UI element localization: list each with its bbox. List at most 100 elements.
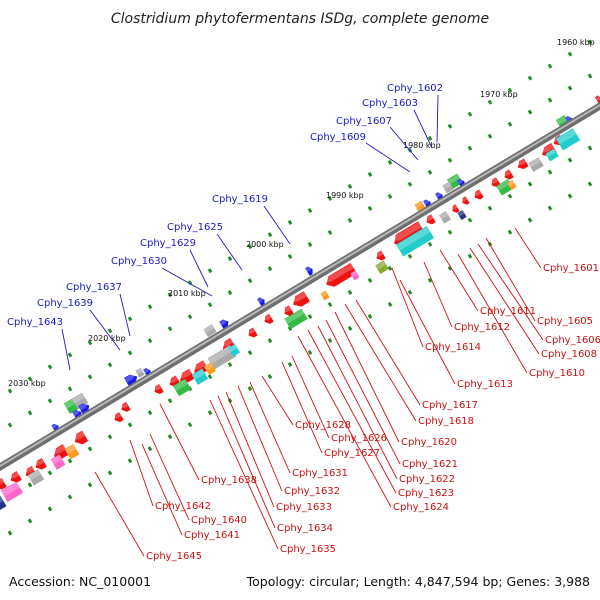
gene-highlight [320, 290, 328, 298]
gene-label-cphy-1630[interactable]: Cphy_1630 [111, 256, 167, 267]
tick-mark-32 [7, 422, 13, 428]
gene-label-cphy-1603[interactable]: Cphy_1603 [362, 98, 418, 109]
gene-highlight [496, 179, 512, 191]
gene-label-cphy-1637[interactable]: Cphy_1637 [66, 282, 122, 293]
gene-label-cphy-1613[interactable]: Cphy_1613 [457, 379, 513, 390]
gene-label-cphy-1601[interactable]: Cphy_1601 [543, 263, 599, 274]
tick-mark-65 [27, 482, 33, 488]
tick-mark-88 [487, 205, 493, 211]
gene-label-cphy-1640[interactable]: Cphy_1640 [191, 515, 247, 526]
gene-label-cphy-1608[interactable]: Cphy_1608 [541, 349, 597, 360]
gene-label-cphy-1631[interactable]: Cphy_1631 [292, 468, 348, 479]
gene-label-cphy-1606[interactable]: Cphy_1606 [545, 335, 600, 346]
gene-label-cphy-1607[interactable]: Cphy_1607 [336, 116, 392, 127]
tick-mark-79 [307, 314, 313, 319]
gene-highlight [228, 344, 238, 353]
gene-48 [247, 327, 258, 338]
gene-label-cphy-1605[interactable]: Cphy_1605 [537, 316, 593, 327]
tick-mark-78 [287, 326, 293, 331]
gene-label-cphy-1639[interactable]: Cphy_1639 [37, 298, 93, 309]
gene-58 [153, 383, 164, 394]
tick-mark-9 [167, 292, 173, 298]
gene-label-cphy-1626[interactable]: Cphy_1626 [331, 433, 387, 444]
gene-highlight [516, 158, 527, 166]
label-leader-lines [61, 94, 544, 557]
gene-highlight [442, 181, 452, 190]
gene-label-cphy-1634[interactable]: Cphy_1634 [277, 523, 333, 534]
scale-label-1980: 1980 kbp [403, 141, 441, 150]
leader-bottom-21 [225, 391, 275, 508]
genome-info-text: Topology: circular; Length: 4,847,594 bp… [246, 574, 590, 589]
gene-37 [438, 210, 452, 224]
gene-label-cphy-1619[interactable]: Cphy_1619 [212, 194, 268, 205]
gene-label-cphy-1621[interactable]: Cphy_1621 [402, 459, 458, 470]
gene-highlight [192, 360, 207, 371]
gene-body [452, 204, 460, 213]
gene-body [442, 181, 454, 194]
gene-body [305, 266, 313, 276]
gene-label-cphy-1624[interactable]: Cphy_1624 [393, 502, 449, 513]
gene-12 [135, 367, 145, 378]
gene-label-cphy-1610[interactable]: Cphy_1610 [529, 368, 585, 379]
gene-25 [545, 148, 559, 162]
gene-label-cphy-1633[interactable]: Cphy_1633 [276, 502, 332, 513]
gene-label-cphy-1622[interactable]: Cphy_1622 [399, 474, 455, 485]
gene-38 [395, 226, 435, 257]
gene-41 [324, 263, 357, 287]
gene-body [193, 360, 209, 374]
tick-mark-1 [7, 388, 13, 394]
gene-label-cphy-1620[interactable]: Cphy_1620 [401, 437, 457, 448]
scale-label-2030: 2030 kbp [8, 379, 46, 388]
gene-30 [507, 180, 517, 190]
tick-mark-28 [547, 63, 553, 69]
leader-top-6 [189, 249, 209, 288]
leader-bottom-18 [261, 375, 294, 426]
gene-label-cphy-1623[interactable]: Cphy_1623 [398, 488, 454, 499]
gene-label-cphy-1612[interactable]: Cphy_1612 [454, 322, 510, 333]
gene-body [135, 367, 145, 378]
gene-highlight [178, 369, 193, 379]
tick-mark-26 [507, 87, 513, 93]
leader-top-1 [413, 109, 433, 149]
gene-label-cphy-1609[interactable]: Cphy_1609 [310, 132, 366, 143]
gene-label-cphy-1611[interactable]: Cphy_1611 [480, 306, 536, 317]
gene-56 [191, 368, 209, 385]
gene-label-cphy-1638[interactable]: Cphy_1638 [201, 475, 257, 486]
gene-body [504, 169, 514, 180]
gene-label-cphy-1627[interactable]: Cphy_1627 [324, 448, 380, 459]
gene-label-cphy-1629[interactable]: Cphy_1629 [140, 238, 196, 249]
gene-label-cphy-1625[interactable]: Cphy_1625 [167, 222, 223, 233]
tick-mark-24 [467, 111, 473, 117]
tick-mark-67 [67, 458, 73, 464]
gene-44 [283, 305, 295, 317]
gene-label-cphy-1643[interactable]: Cphy_1643 [7, 317, 63, 328]
gene-highlight [9, 471, 20, 479]
tick-mark-83 [387, 265, 393, 271]
gene-label-cphy-1614[interactable]: Cphy_1614 [425, 342, 481, 353]
gene-label-cphy-1628[interactable]: Cphy_1628 [295, 420, 351, 431]
gene-highlight [457, 179, 464, 185]
gene-label-cphy-1642[interactable]: Cphy_1642 [155, 501, 211, 512]
tick-mark-30 [587, 39, 593, 45]
gene-body [203, 362, 217, 376]
gene-highlight [0, 496, 4, 506]
gene-label-cphy-1635[interactable]: Cphy_1635 [280, 544, 336, 555]
gene-label-cphy-1632[interactable]: Cphy_1632 [284, 486, 340, 497]
gene-highlight [52, 444, 67, 455]
tick-mark-118 [447, 265, 453, 271]
gene-label-cphy-1645[interactable]: Cphy_1645 [146, 551, 202, 562]
leader-bottom-1 [485, 237, 536, 322]
tick-mark-74 [207, 374, 213, 380]
gene-highlight [64, 444, 77, 455]
gene-highlight [51, 424, 58, 429]
gene-label-cphy-1618[interactable]: Cphy_1618 [418, 416, 474, 427]
tick-mark-19 [367, 171, 373, 177]
gene-40 [375, 260, 389, 275]
gene-body [555, 128, 581, 151]
leader-bottom-24 [159, 403, 200, 481]
gene-body [257, 297, 265, 307]
gene-label-cphy-1602[interactable]: Cphy_1602 [387, 83, 443, 94]
gene-label-cphy-1641[interactable]: Cphy_1641 [184, 530, 240, 541]
gene-label-cphy-1617[interactable]: Cphy_1617 [422, 400, 478, 411]
gene-body [293, 291, 310, 307]
